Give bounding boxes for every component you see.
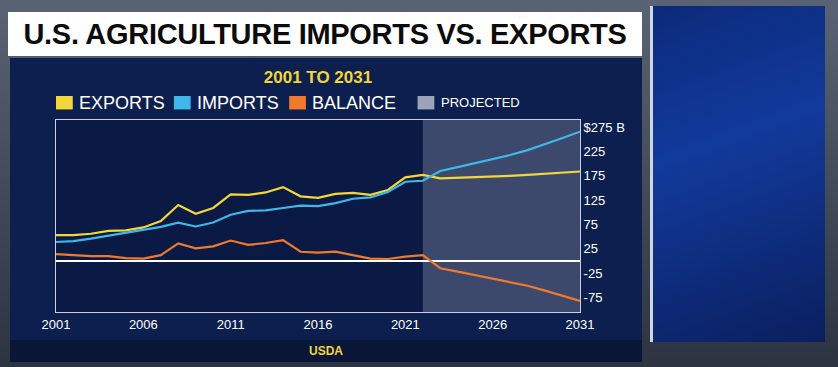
- svg-text:$275 B: $275 B: [584, 120, 625, 135]
- svg-text:EXPORTS: EXPORTS: [79, 93, 165, 113]
- svg-text:2021: 2021: [391, 317, 420, 332]
- svg-text:75: 75: [584, 217, 598, 232]
- svg-text:2001: 2001: [42, 317, 71, 332]
- html-text:USDA: USDA: [309, 344, 343, 358]
- html-text:U.S. AGRICULTURE IMPORTS VS. E: U.S. AGRICULTURE IMPORTS VS. EXPORTS: [23, 18, 627, 50]
- svg-text:PROJECTED: PROJECTED: [441, 95, 520, 110]
- svg-text:-25: -25: [584, 266, 603, 281]
- svg-text:2001 TO 2031: 2001 TO 2031: [264, 68, 372, 87]
- svg-text:BALANCE: BALANCE: [312, 93, 396, 113]
- svg-text:175: 175: [584, 168, 606, 183]
- svg-text:2011: 2011: [217, 317, 245, 332]
- svg-text:2016: 2016: [304, 317, 333, 332]
- svg-text:2006: 2006: [129, 317, 158, 332]
- svg-text:2031: 2031: [566, 317, 595, 332]
- svg-text:-75: -75: [584, 290, 603, 305]
- svg-text:125: 125: [584, 193, 606, 208]
- svg-text:25: 25: [584, 241, 598, 256]
- svg-text:IMPORTS: IMPORTS: [197, 93, 279, 113]
- svg-text:2026: 2026: [478, 317, 507, 332]
- svg-text:225: 225: [584, 144, 606, 159]
